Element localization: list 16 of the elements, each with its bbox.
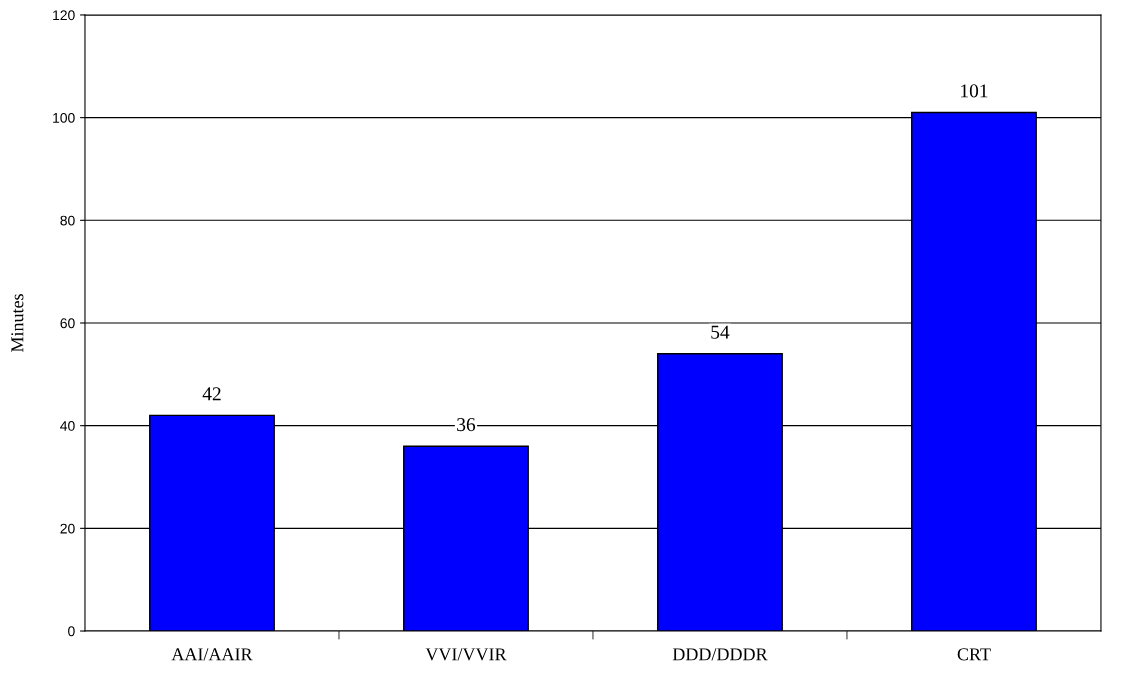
x-tick-label: DDD/DDDR <box>672 648 768 661</box>
y-tick-label: 120 <box>53 10 75 21</box>
y-axis-title: Minutes <box>11 294 24 353</box>
y-tick-label: 100 <box>53 112 75 123</box>
x-tick-label: AAI/AAIR <box>171 648 253 661</box>
y-tick-label: 20 <box>60 523 75 534</box>
y-tick-label: 60 <box>60 318 75 329</box>
y-tick-label: 40 <box>60 421 75 431</box>
y-tick-label: 80 <box>60 215 75 226</box>
data-label: 101 <box>961 84 988 98</box>
data-label: 36 <box>457 418 476 432</box>
x-tick-label: CRT <box>957 648 991 661</box>
y-tick-label: 0 <box>68 626 75 637</box>
data-label: 42 <box>202 387 221 401</box>
data-label: 54 <box>711 325 730 339</box>
x-tick-label: VVI/VVIR <box>425 648 507 661</box>
